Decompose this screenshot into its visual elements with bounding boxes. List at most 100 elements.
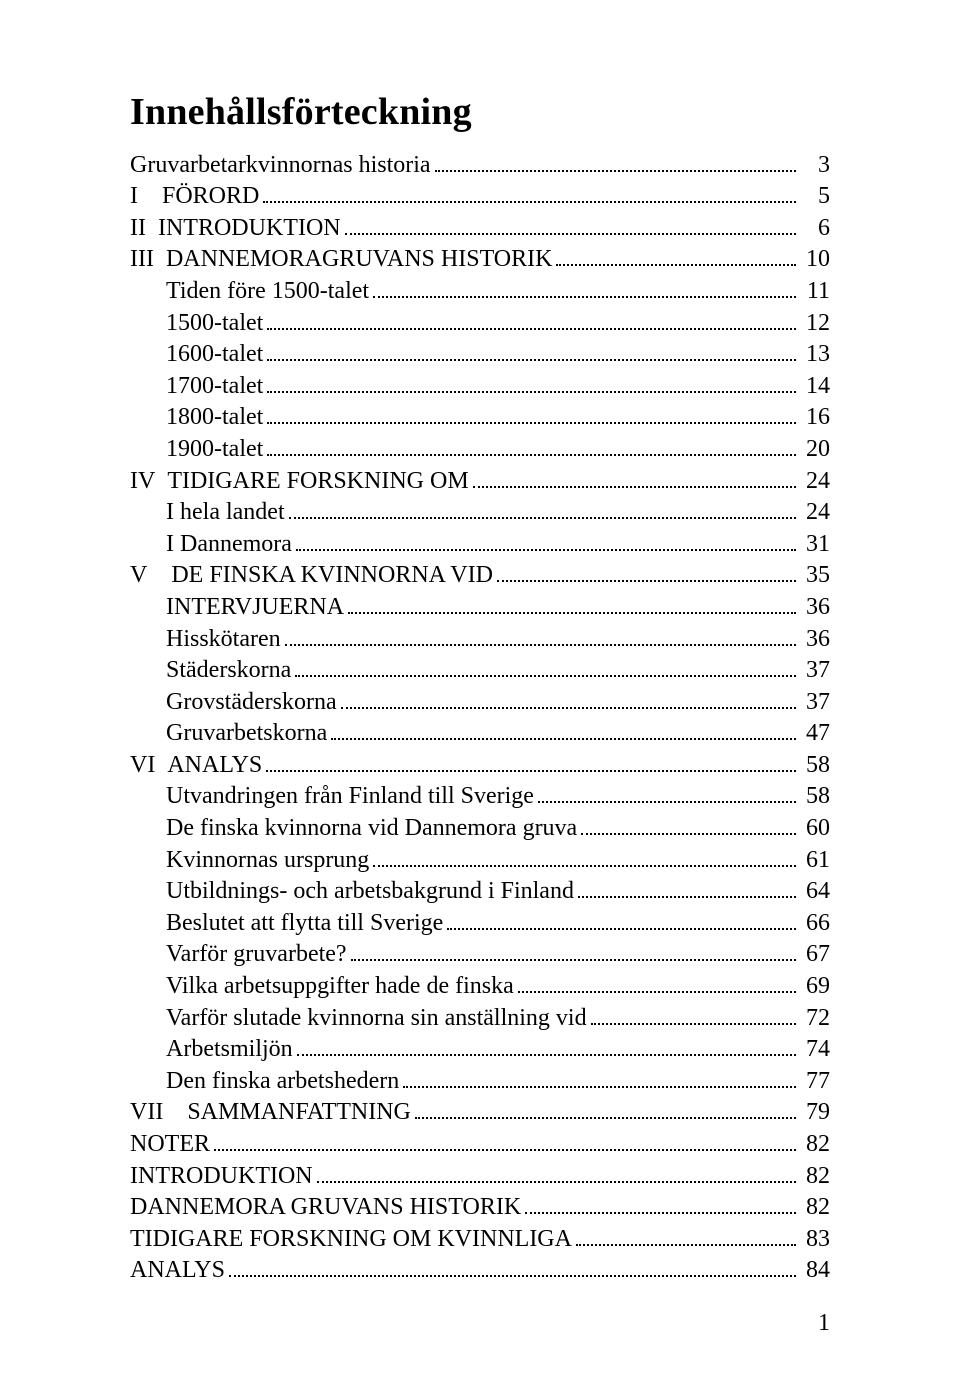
toc-leader bbox=[581, 811, 796, 835]
toc-entry-page: 84 bbox=[800, 1255, 830, 1285]
toc-entry: Den finska arbetshedern 77 bbox=[130, 1064, 830, 1096]
toc-entry-label: Gruvarbetskorna bbox=[166, 718, 327, 748]
toc-list: Gruvarbetarkvinnornas historia3I FÖRORD5… bbox=[130, 148, 830, 1285]
toc-entry: I FÖRORD5 bbox=[130, 180, 830, 212]
toc-entry-label: Städerskorna bbox=[166, 655, 291, 685]
toc-entry-page: 31 bbox=[800, 529, 830, 559]
toc-entry: Hisskötaren36 bbox=[130, 622, 830, 654]
toc-leader bbox=[267, 401, 796, 425]
toc-entry-label: 1800-talet bbox=[166, 402, 263, 432]
toc-leader bbox=[538, 780, 796, 804]
toc-entry: II INTRODUKTION6 bbox=[130, 211, 830, 243]
toc-entry-label: Arbetsmiljön bbox=[166, 1034, 293, 1064]
toc-entry: 1600-talet13 bbox=[130, 338, 830, 370]
toc-entry: III DANNEMORAGRUVANS HISTORIK10 bbox=[130, 243, 830, 275]
toc-entry-label: I FÖRORD bbox=[130, 181, 259, 211]
toc-entry-label: Varför slutade kvinnorna sin anställning… bbox=[166, 1003, 587, 1033]
toc-entry-label: DANNEMORA GRUVANS HISTORIK bbox=[130, 1192, 521, 1222]
toc-entry-page: 82 bbox=[800, 1129, 830, 1159]
toc-entry: Beslutet att flytta till Sverige66 bbox=[130, 906, 830, 938]
toc-leader bbox=[578, 875, 796, 899]
toc-entry-page: 69 bbox=[800, 971, 830, 1001]
toc-entry: Tiden före 1500-talet11 bbox=[130, 274, 830, 306]
toc-entry-page: 64 bbox=[800, 876, 830, 906]
toc-entry-label: Hisskötaren bbox=[166, 624, 281, 654]
toc-entry: Städerskorna37 bbox=[130, 654, 830, 686]
toc-leader bbox=[591, 1001, 796, 1025]
toc-leader bbox=[296, 527, 796, 551]
toc-entry: I hela landet24 bbox=[130, 496, 830, 528]
toc-leader bbox=[263, 180, 796, 204]
toc-entry-label: I hela landet bbox=[166, 497, 285, 527]
toc-entry: IV TIDIGARE FORSKNING OM24 bbox=[130, 464, 830, 496]
toc-entry-page: 79 bbox=[800, 1097, 830, 1127]
toc-entry: Arbetsmiljön 74 bbox=[130, 1033, 830, 1065]
toc-leader bbox=[267, 432, 796, 456]
toc-entry-label: 1700-talet bbox=[166, 371, 263, 401]
toc-entry: 1900-talet20 bbox=[130, 432, 830, 464]
toc-entry-label: VII SAMMANFATTNING bbox=[130, 1097, 411, 1127]
toc-leader bbox=[289, 496, 796, 520]
toc-entry-page: 67 bbox=[800, 939, 830, 969]
toc-entry-page: 37 bbox=[800, 687, 830, 717]
toc-leader bbox=[403, 1064, 796, 1088]
toc-leader bbox=[267, 369, 796, 393]
toc-entry-page: 77 bbox=[800, 1066, 830, 1096]
toc-entry-page: 72 bbox=[800, 1003, 830, 1033]
toc-entry-page: 16 bbox=[800, 402, 830, 432]
toc-entry-label: Den finska arbetshedern bbox=[166, 1066, 399, 1096]
toc-entry-page: 74 bbox=[800, 1034, 830, 1064]
toc-entry-page: 35 bbox=[800, 560, 830, 590]
toc-entry-label: Gruvarbetarkvinnornas historia bbox=[130, 150, 431, 180]
toc-entry-label: Grovstäderskorna bbox=[166, 687, 337, 717]
toc-entry-label: INTERVJUERNA bbox=[166, 592, 344, 622]
toc-entry: Vilka arbetsuppgifter hade de finska 69 bbox=[130, 969, 830, 1001]
toc-entry-page: 24 bbox=[800, 466, 830, 496]
toc-entry-page: 10 bbox=[800, 244, 830, 274]
toc-entry: Utvandringen från Finland till Sverige 58 bbox=[130, 780, 830, 812]
toc-entry: Varför slutade kvinnorna sin anställning… bbox=[130, 1001, 830, 1033]
toc-leader bbox=[473, 464, 796, 488]
toc-leader bbox=[229, 1254, 796, 1278]
toc-entry: Grovstäderskorna 37 bbox=[130, 685, 830, 717]
toc-leader bbox=[317, 1159, 796, 1183]
toc-leader bbox=[415, 1096, 796, 1120]
toc-entry-label: Vilka arbetsuppgifter hade de finska bbox=[166, 971, 514, 1001]
toc-leader bbox=[267, 306, 796, 330]
toc-title: Innehållsförteckning bbox=[130, 90, 830, 134]
toc-entry-page: 47 bbox=[800, 718, 830, 748]
toc-leader bbox=[297, 1033, 796, 1057]
toc-leader bbox=[373, 843, 796, 867]
toc-leader bbox=[348, 590, 796, 614]
toc-entry-label: INTRODUKTION bbox=[130, 1161, 313, 1191]
toc-leader bbox=[576, 1222, 796, 1246]
toc-entry-label: Varför gruvarbete? bbox=[166, 939, 347, 969]
toc-entry-page: 60 bbox=[800, 813, 830, 843]
page: Innehållsförteckning Gruvarbetarkvinnorn… bbox=[0, 0, 960, 1387]
toc-leader bbox=[351, 938, 796, 962]
toc-entry-page: 58 bbox=[800, 781, 830, 811]
toc-entry-page: 6 bbox=[800, 213, 830, 243]
toc-entry-page: 82 bbox=[800, 1161, 830, 1191]
toc-entry-label: Utbildnings- och arbetsbakgrund i Finlan… bbox=[166, 876, 574, 906]
toc-entry: Utbildnings- och arbetsbakgrund i Finlan… bbox=[130, 875, 830, 907]
toc-entry-label: Beslutet att flytta till Sverige bbox=[166, 908, 443, 938]
toc-leader bbox=[285, 622, 796, 646]
toc-entry: INTERVJUERNA36 bbox=[130, 590, 830, 622]
toc-entry: TIDIGARE FORSKNING OM KVINNLIGA83 bbox=[130, 1222, 830, 1254]
page-number-footer: 1 bbox=[818, 1310, 830, 1337]
toc-entry: De finska kvinnorna vid Dannemora gruva6… bbox=[130, 811, 830, 843]
toc-leader bbox=[341, 685, 796, 709]
toc-leader bbox=[266, 748, 796, 772]
toc-leader bbox=[267, 338, 796, 362]
toc-entry: Kvinnornas ursprung61 bbox=[130, 843, 830, 875]
toc-entry-page: 14 bbox=[800, 371, 830, 401]
toc-entry-label: Kvinnornas ursprung bbox=[166, 845, 369, 875]
toc-entry: Varför gruvarbete? 67 bbox=[130, 938, 830, 970]
toc-entry: Gruvarbetskorna 47 bbox=[130, 717, 830, 749]
toc-entry-label: Tiden före 1500-talet bbox=[166, 276, 369, 306]
toc-entry: VI ANALYS58 bbox=[130, 748, 830, 780]
toc-entry-label: ANALYS bbox=[130, 1255, 225, 1285]
toc-entry-label: Utvandringen från Finland till Sverige bbox=[166, 781, 534, 811]
toc-leader bbox=[295, 654, 796, 678]
